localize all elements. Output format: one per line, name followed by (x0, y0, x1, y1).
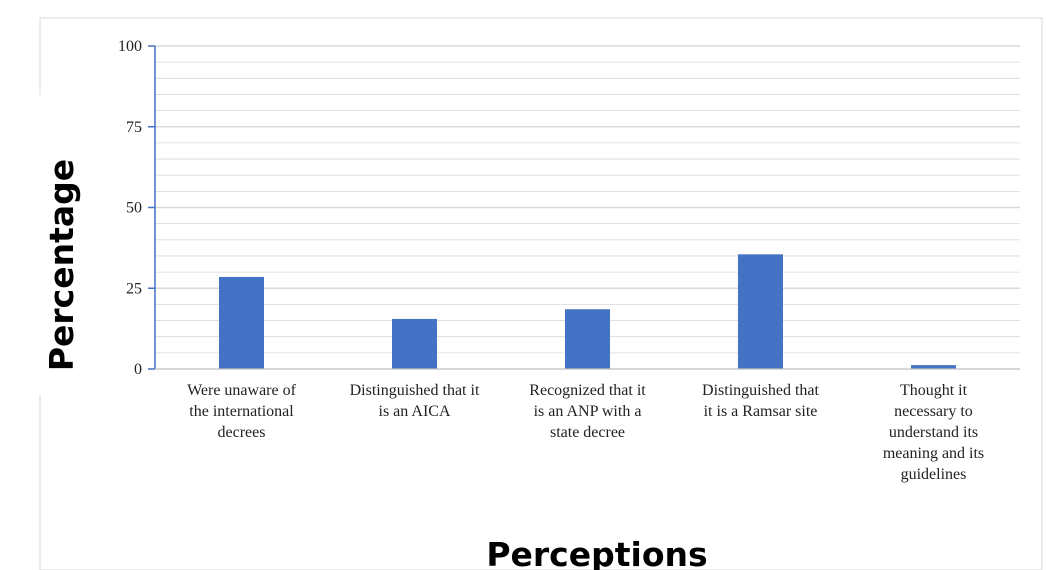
bar (738, 254, 783, 369)
x-category-label: Distinguished that it is an AICA (350, 382, 480, 420)
y-tick-label: 0 (134, 361, 142, 378)
ylabel-backdrop (30, 95, 90, 395)
y-tick-label: 100 (118, 38, 142, 55)
gridlines (155, 45, 1020, 354)
bar (911, 365, 956, 369)
x-category-labels: Were unaware of the international decrees D… (187, 382, 984, 483)
chart-frame (39, 17, 1043, 570)
x-category-label: Were unaware of the international decrees (187, 382, 297, 441)
y-tick-label: 50 (126, 200, 142, 217)
y-tick-labels: 0 25 50 75 100 (118, 38, 142, 378)
bar (392, 318, 437, 369)
axes (148, 45, 1020, 370)
bars (219, 254, 956, 369)
x-category-label: Recognized that it is an ANP with a state … (529, 382, 646, 441)
bar (219, 276, 264, 369)
x-category-label: Distinguished that it is a Ramsar site (702, 382, 819, 420)
x-category-label: Thought it necessary to understand its mean… (883, 382, 984, 483)
bar (565, 309, 610, 369)
y-axis-title: Percentage (42, 159, 81, 371)
y-tick-label: 25 (126, 280, 142, 297)
y-tick-label: 75 (126, 119, 142, 136)
x-axis-title: Perceptions (486, 535, 707, 570)
